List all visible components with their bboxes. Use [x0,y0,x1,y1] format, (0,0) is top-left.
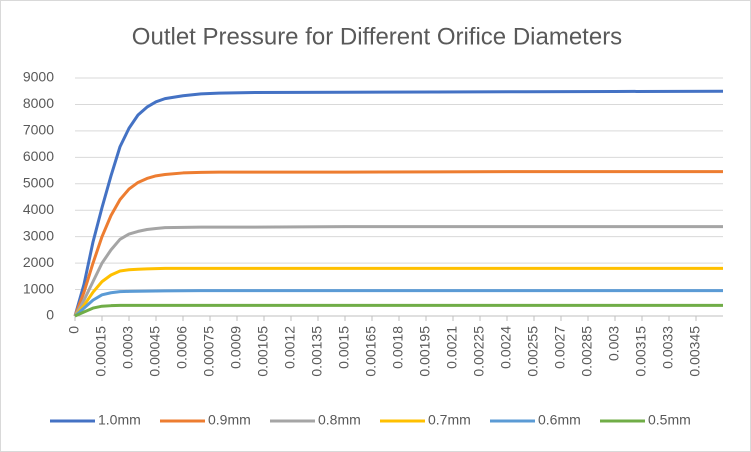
x-tick-label: 0.00345 [687,326,703,377]
x-tick-label: 0.00195 [417,326,433,377]
x-tick-label: 0.0003 [120,326,136,369]
chart-title: Outlet Pressure for Different Orifice Di… [132,23,622,50]
x-tick-label: 0.00075 [201,326,217,377]
y-tick-label: 0 [46,307,54,323]
y-tick-label: 1000 [23,280,54,296]
x-tick-label: 0.0033 [660,326,676,369]
legend-label: 1.0mm [98,412,141,428]
x-tick-label: 0.0027 [552,326,568,369]
legend-label: 0.7mm [428,412,471,428]
x-tick-label: 0.00165 [363,326,379,377]
legend-label: 0.8mm [318,412,361,428]
x-tick-label: 0.00105 [255,326,271,377]
x-tick-label: 0.003 [606,326,622,361]
x-tick-label: 0.00255 [525,326,541,377]
line-series [73,89,724,317]
line-series [73,266,723,317]
x-tick-label: 0.00225 [471,326,487,377]
x-tick-label: 0.0015 [336,326,352,369]
y-tick-label: 5000 [23,174,54,190]
x-tick-label: 0.00285 [579,326,595,377]
y-tick-label: 3000 [23,227,54,243]
x-tick-label: 0.00135 [309,326,325,377]
x-tick-label: 0.0024 [498,326,514,369]
legend-label: 0.9mm [208,412,251,428]
y-tick-label: 7000 [23,122,54,138]
x-tick-label: 0.0021 [444,326,460,369]
legend-label: 0.6mm [538,412,581,428]
x-tick-label: 0.0006 [174,326,190,369]
line-series [74,303,723,318]
y-tick-label: 6000 [23,148,54,164]
y-tick-label: 4000 [23,201,54,217]
line-series [74,289,723,318]
line-series [73,170,723,317]
x-tick-label: 0.0009 [228,326,244,369]
x-tick-label: 0.0018 [390,326,406,369]
x-tick-label: 0.00045 [147,326,163,377]
y-tick-label: 9000 [23,69,54,85]
x-tick-label: 0.00015 [93,326,109,377]
x-tick-label: 0.0012 [282,326,298,369]
y-tick-label: 8000 [23,95,54,111]
line-series [73,225,723,317]
legend-label: 0.5mm [648,412,691,428]
y-tick-label: 2000 [23,254,54,270]
x-tick-label: 0 [66,326,82,334]
x-tick-label: 0.00315 [633,326,649,377]
